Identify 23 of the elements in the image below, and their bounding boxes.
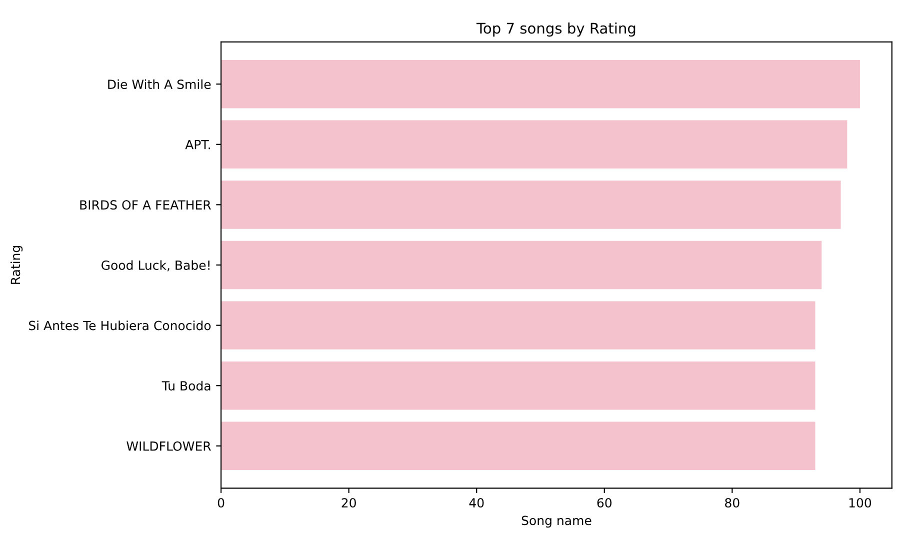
bar: [221, 240, 822, 290]
x-tick-label: 40: [469, 498, 484, 508]
bar: [221, 120, 848, 169]
y-tick-label: BIRDS OF A FEATHER: [80, 200, 211, 210]
x-tick-label: 60: [597, 498, 612, 508]
x-tick-label: 20: [342, 498, 356, 508]
y-tick-label: APT.: [185, 140, 210, 150]
x-tick-label: 80: [725, 498, 740, 508]
bar: [221, 60, 860, 108]
y-tick-label: Tu Boda: [162, 380, 210, 391]
x-tick-label: 0: [218, 498, 224, 508]
x-tick-label: 100: [849, 498, 872, 508]
x-axis-title: Song name: [522, 516, 592, 528]
bar: [221, 180, 841, 229]
y-tick-label: WILDFLOWER: [126, 441, 211, 451]
bar: [221, 422, 816, 470]
y-tick-label: Good Luck, Babe!: [102, 260, 210, 272]
y-tick-label: Si Antes Te Hubiera Conocido: [28, 320, 211, 330]
bar: [221, 301, 816, 350]
bar: [221, 361, 816, 410]
chart-title: Top 7 songs by Rating: [476, 22, 636, 37]
y-tick-label: Die With A Smile: [108, 79, 211, 90]
y-axis-title: Rating: [10, 246, 23, 284]
